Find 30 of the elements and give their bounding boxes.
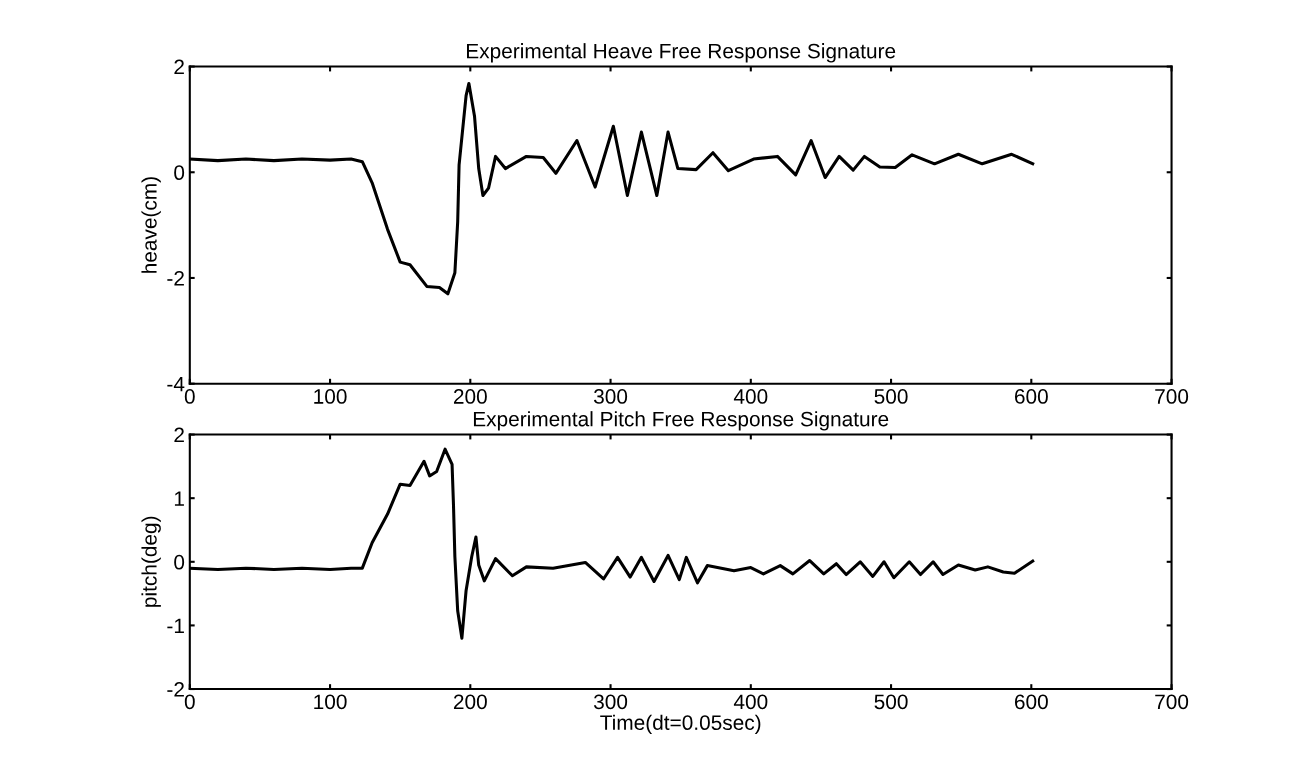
y-tick-label: 0 bbox=[174, 554, 185, 570]
x-tick-label: 200 bbox=[453, 694, 487, 710]
y-tick-label: 2 bbox=[174, 59, 184, 75]
x-tick-label: 0 bbox=[184, 389, 195, 404]
y-axis-title: heave(cm) bbox=[141, 177, 161, 273]
y-tick-label: 0 bbox=[174, 165, 185, 181]
chart-title: Experimental Heave Free Response Signature bbox=[467, 43, 896, 63]
x-tick-label: 700 bbox=[1155, 389, 1189, 404]
y-tick-label: -2 bbox=[167, 270, 184, 286]
x-tick-label: 100 bbox=[314, 694, 347, 710]
x-axis-title: Time(dt=0.05sec) bbox=[600, 714, 761, 735]
y-tick-label: -4 bbox=[167, 376, 185, 392]
x-tick-label: 600 bbox=[1014, 694, 1048, 710]
x-tick-label: 300 bbox=[593, 389, 628, 404]
x-tick-label: 0 bbox=[184, 694, 195, 710]
x-tick-label: 100 bbox=[314, 389, 347, 404]
y-tick-label: -1 bbox=[167, 618, 184, 633]
y-axis-title: pitch(deg) bbox=[141, 516, 161, 607]
x-tick-label: 500 bbox=[874, 694, 908, 710]
y-tick-label: 1 bbox=[174, 491, 184, 506]
y-tick-label: 2 bbox=[174, 427, 184, 443]
x-tick-label: 400 bbox=[733, 694, 768, 710]
x-tick-label: 500 bbox=[874, 389, 908, 404]
x-tick-label: 200 bbox=[453, 389, 487, 404]
y-tick-label: -2 bbox=[167, 682, 184, 697]
x-tick-label: 400 bbox=[733, 389, 768, 404]
chart-title: Experimental Pitch Free Response Signature bbox=[473, 411, 889, 431]
x-tick-label: 700 bbox=[1155, 694, 1189, 710]
x-tick-label: 600 bbox=[1014, 389, 1048, 404]
x-tick-label: 300 bbox=[593, 694, 628, 710]
